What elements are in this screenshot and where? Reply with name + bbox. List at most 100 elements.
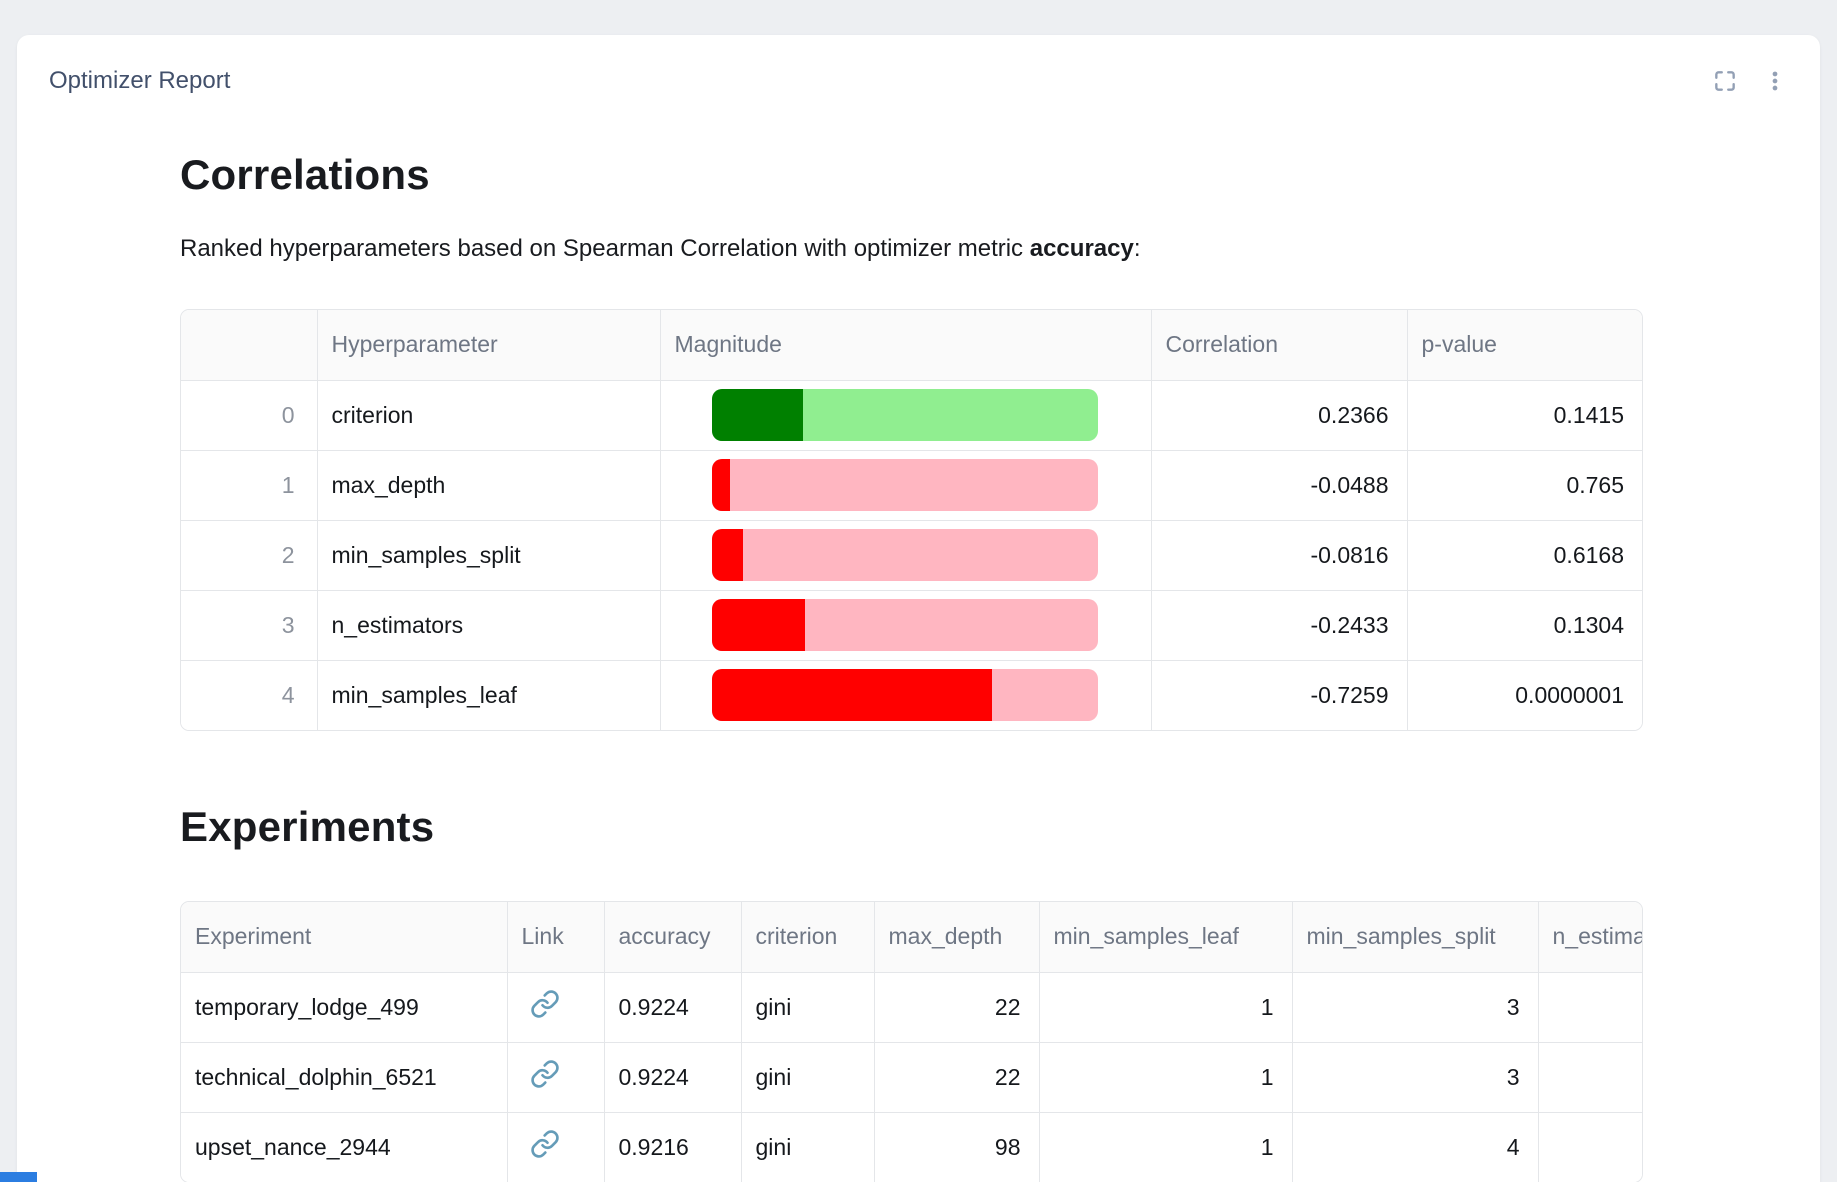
col-header-link[interactable]: Link bbox=[507, 902, 605, 973]
n-estimators-value bbox=[1538, 1112, 1642, 1182]
experiment-name: upset_nance_2944 bbox=[181, 1112, 508, 1182]
experiments-table-body: temporary_lodge_499 0.9224 gini 22 1 3 techni… bbox=[181, 972, 1642, 1182]
col-header-n-estimators[interactable]: n_estimators bbox=[1538, 902, 1642, 973]
p-value: 0.6168 bbox=[1407, 520, 1642, 591]
magnitude-cell bbox=[660, 450, 1152, 521]
magnitude-cell bbox=[660, 520, 1152, 591]
hyperparameter-name: n_estimators bbox=[317, 590, 661, 661]
experiment-row: upset_nance_2944 0.9216 gini 98 1 4 bbox=[181, 1112, 1642, 1182]
magnitude-bar-track bbox=[711, 599, 1098, 651]
fullscreen-icon[interactable] bbox=[1712, 68, 1738, 94]
panel-title: Optimizer Report bbox=[49, 67, 231, 94]
min-samples-split-value: 4 bbox=[1292, 1112, 1539, 1182]
n-estimators-value bbox=[1538, 1042, 1642, 1113]
correlation-value: -0.0488 bbox=[1151, 450, 1408, 521]
experiment-link-icon[interactable] bbox=[530, 1059, 560, 1095]
accuracy-value: 0.9224 bbox=[604, 1042, 742, 1113]
correlation-value: -0.2433 bbox=[1151, 590, 1408, 661]
correlation-row: 4 min_samples_leaf -0.7259 0.0000001 bbox=[181, 660, 1642, 730]
correlation-row: 2 min_samples_split -0.0816 0.6168 bbox=[181, 520, 1642, 591]
kebab-menu-icon[interactable] bbox=[1762, 68, 1788, 94]
magnitude-bar-track bbox=[711, 389, 1098, 441]
experiment-name: temporary_lodge_499 bbox=[181, 972, 508, 1043]
experiments-table-header: Experiment Link accuracy criterion max_d… bbox=[181, 902, 1642, 973]
col-header-hyperparameter[interactable]: Hyperparameter bbox=[317, 310, 661, 381]
correlation-value: -0.7259 bbox=[1151, 660, 1408, 730]
description-text: Ranked hyperparameters based on Spearman… bbox=[180, 235, 1030, 262]
experiment-name: technical_dolphin_6521 bbox=[181, 1042, 508, 1113]
min-samples-split-value: 3 bbox=[1292, 1042, 1539, 1113]
correlations-table-body: 0 criterion 0.2366 0.1415 1 max_depth -0.0488 0… bbox=[181, 380, 1642, 730]
min-samples-leaf-value: 1 bbox=[1039, 1112, 1293, 1182]
col-header-min-samples-split[interactable]: min_samples_split bbox=[1292, 902, 1539, 973]
col-header-p-value[interactable]: p-value bbox=[1407, 310, 1642, 381]
correlations-description: Ranked hyperparameters based on Spearman… bbox=[180, 235, 1660, 263]
hyperparameter-name: max_depth bbox=[317, 450, 661, 521]
experiment-row: technical_dolphin_6521 0.9224 gini 22 1 3 bbox=[181, 1042, 1642, 1113]
correlation-value: 0.2366 bbox=[1151, 380, 1408, 451]
row-index: 4 bbox=[181, 660, 318, 730]
col-header-criterion[interactable]: criterion bbox=[741, 902, 875, 973]
col-header-correlation[interactable]: Correlation bbox=[1151, 310, 1408, 381]
col-header-max-depth[interactable]: max_depth bbox=[874, 902, 1040, 973]
magnitude-cell bbox=[660, 380, 1152, 451]
p-value: 0.1415 bbox=[1407, 380, 1642, 451]
n-estimators-value bbox=[1538, 972, 1642, 1043]
row-index: 3 bbox=[181, 590, 318, 661]
optimizer-report-card: Optimizer Report Correlations Ranked hyp… bbox=[17, 35, 1820, 1182]
correlation-row: 1 max_depth -0.0488 0.765 bbox=[181, 450, 1642, 521]
magnitude-bar-fill bbox=[711, 459, 731, 511]
max-depth-value: 22 bbox=[874, 1042, 1040, 1113]
row-index: 0 bbox=[181, 380, 318, 451]
p-value: 0.0000001 bbox=[1407, 660, 1642, 730]
criterion-value: gini bbox=[741, 972, 875, 1043]
experiment-link-cell[interactable] bbox=[507, 1112, 605, 1182]
magnitude-bar-fill bbox=[711, 599, 806, 651]
col-header-index[interactable] bbox=[181, 310, 318, 381]
p-value: 0.1304 bbox=[1407, 590, 1642, 661]
magnitude-bar-track bbox=[711, 529, 1098, 581]
magnitude-bar-track bbox=[711, 459, 1098, 511]
col-header-accuracy[interactable]: accuracy bbox=[604, 902, 742, 973]
metric-name: accuracy bbox=[1029, 235, 1134, 262]
row-index: 2 bbox=[181, 520, 318, 591]
experiment-link-icon[interactable] bbox=[530, 1129, 560, 1165]
magnitude-cell bbox=[660, 660, 1152, 730]
hyperparameter-name: min_samples_leaf bbox=[317, 660, 661, 730]
magnitude-bar-fill bbox=[711, 389, 803, 441]
criterion-value: gini bbox=[741, 1042, 875, 1113]
magnitude-bar-fill bbox=[711, 529, 743, 581]
correlation-row: 3 n_estimators -0.2433 0.1304 bbox=[181, 590, 1642, 661]
min-samples-split-value: 3 bbox=[1292, 972, 1539, 1043]
p-value: 0.765 bbox=[1407, 450, 1642, 521]
magnitude-bar-fill bbox=[711, 669, 992, 722]
experiments-table[interactable]: Experiment Link accuracy criterion max_d… bbox=[180, 901, 1643, 1182]
accuracy-value: 0.9224 bbox=[604, 972, 742, 1043]
experiment-row: temporary_lodge_499 0.9224 gini 22 1 3 bbox=[181, 972, 1642, 1043]
accuracy-value: 0.9216 bbox=[604, 1112, 742, 1182]
row-index: 1 bbox=[181, 450, 318, 521]
experiment-link-cell[interactable] bbox=[507, 972, 605, 1043]
experiment-link-cell[interactable] bbox=[507, 1042, 605, 1113]
max-depth-value: 22 bbox=[874, 972, 1040, 1043]
report-content: Correlations Ranked hyperparameters base… bbox=[17, 151, 1820, 1182]
col-header-magnitude[interactable]: Magnitude bbox=[660, 310, 1152, 381]
col-header-min-samples-leaf[interactable]: min_samples_leaf bbox=[1039, 902, 1293, 973]
min-samples-leaf-value: 1 bbox=[1039, 972, 1293, 1043]
hyperparameter-name: min_samples_split bbox=[317, 520, 661, 591]
experiment-link-icon[interactable] bbox=[530, 989, 560, 1025]
criterion-value: gini bbox=[741, 1112, 875, 1182]
partial-bottom-element bbox=[0, 1172, 37, 1182]
correlations-table-header: Hyperparameter Magnitude Correlation p-v… bbox=[181, 310, 1642, 381]
correlation-row: 0 criterion 0.2366 0.1415 bbox=[181, 380, 1642, 451]
magnitude-bar-track bbox=[711, 669, 1098, 722]
experiments-heading: Experiments bbox=[180, 803, 435, 850]
col-header-experiment[interactable]: Experiment bbox=[181, 902, 508, 973]
correlation-value: -0.0816 bbox=[1151, 520, 1408, 591]
correlations-table: Hyperparameter Magnitude Correlation p-v… bbox=[180, 309, 1643, 731]
description-colon: : bbox=[1133, 235, 1141, 262]
correlations-heading: Correlations bbox=[180, 151, 430, 198]
card-header: Optimizer Report bbox=[17, 35, 1820, 95]
magnitude-cell bbox=[660, 590, 1152, 661]
hyperparameter-name: criterion bbox=[317, 380, 661, 451]
